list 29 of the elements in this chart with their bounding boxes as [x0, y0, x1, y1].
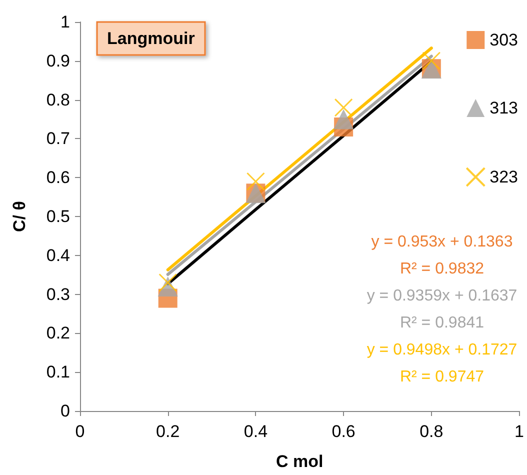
annotation: y = 0.953x + 0.1363 — [371, 234, 513, 250]
x-tick-label: 0.8 — [420, 422, 444, 441]
legend-label: 323 — [490, 168, 518, 186]
legend-label: 313 — [490, 98, 518, 118]
y-tick-label: 0.9 — [46, 51, 70, 70]
x-tick-label: 0.4 — [244, 422, 268, 441]
annotation: y = 0.9498x + 0.1727 — [366, 342, 518, 358]
x-axis-title: C mol — [276, 452, 324, 471]
chart-title: Langmouir — [107, 29, 196, 48]
y-axis-title: C/ θ — [10, 201, 29, 232]
annotation: R² = 0.9841 — [400, 314, 484, 332]
y-tick-label: 0.1 — [46, 362, 70, 382]
y-tick-label: 0 — [60, 402, 70, 420]
y-tick-label: 0.4 — [46, 246, 70, 265]
y-tick-label: 0.5 — [46, 207, 70, 226]
annotation: y = 0.9359x + 0.1637 — [366, 288, 518, 304]
y-tick-label: 0.8 — [46, 90, 70, 110]
annotation: R² = 0.9832 — [400, 260, 484, 278]
x-tick-label: 0 — [75, 422, 85, 441]
y-tick-label: 0.7 — [46, 129, 70, 148]
legend-label: 303 — [490, 30, 518, 50]
y-tick-label: 0.2 — [46, 324, 70, 343]
y-tick-label: 0.6 — [46, 168, 70, 188]
x-tick-label: 1 — [514, 422, 524, 441]
x-tick-label: 0.6 — [332, 422, 356, 441]
x-tick-label: 0.2 — [156, 422, 180, 441]
annotation: R² = 0.9747 — [400, 368, 484, 386]
y-tick-label: 1 — [60, 12, 70, 32]
y-tick-label: 0.3 — [46, 284, 70, 304]
